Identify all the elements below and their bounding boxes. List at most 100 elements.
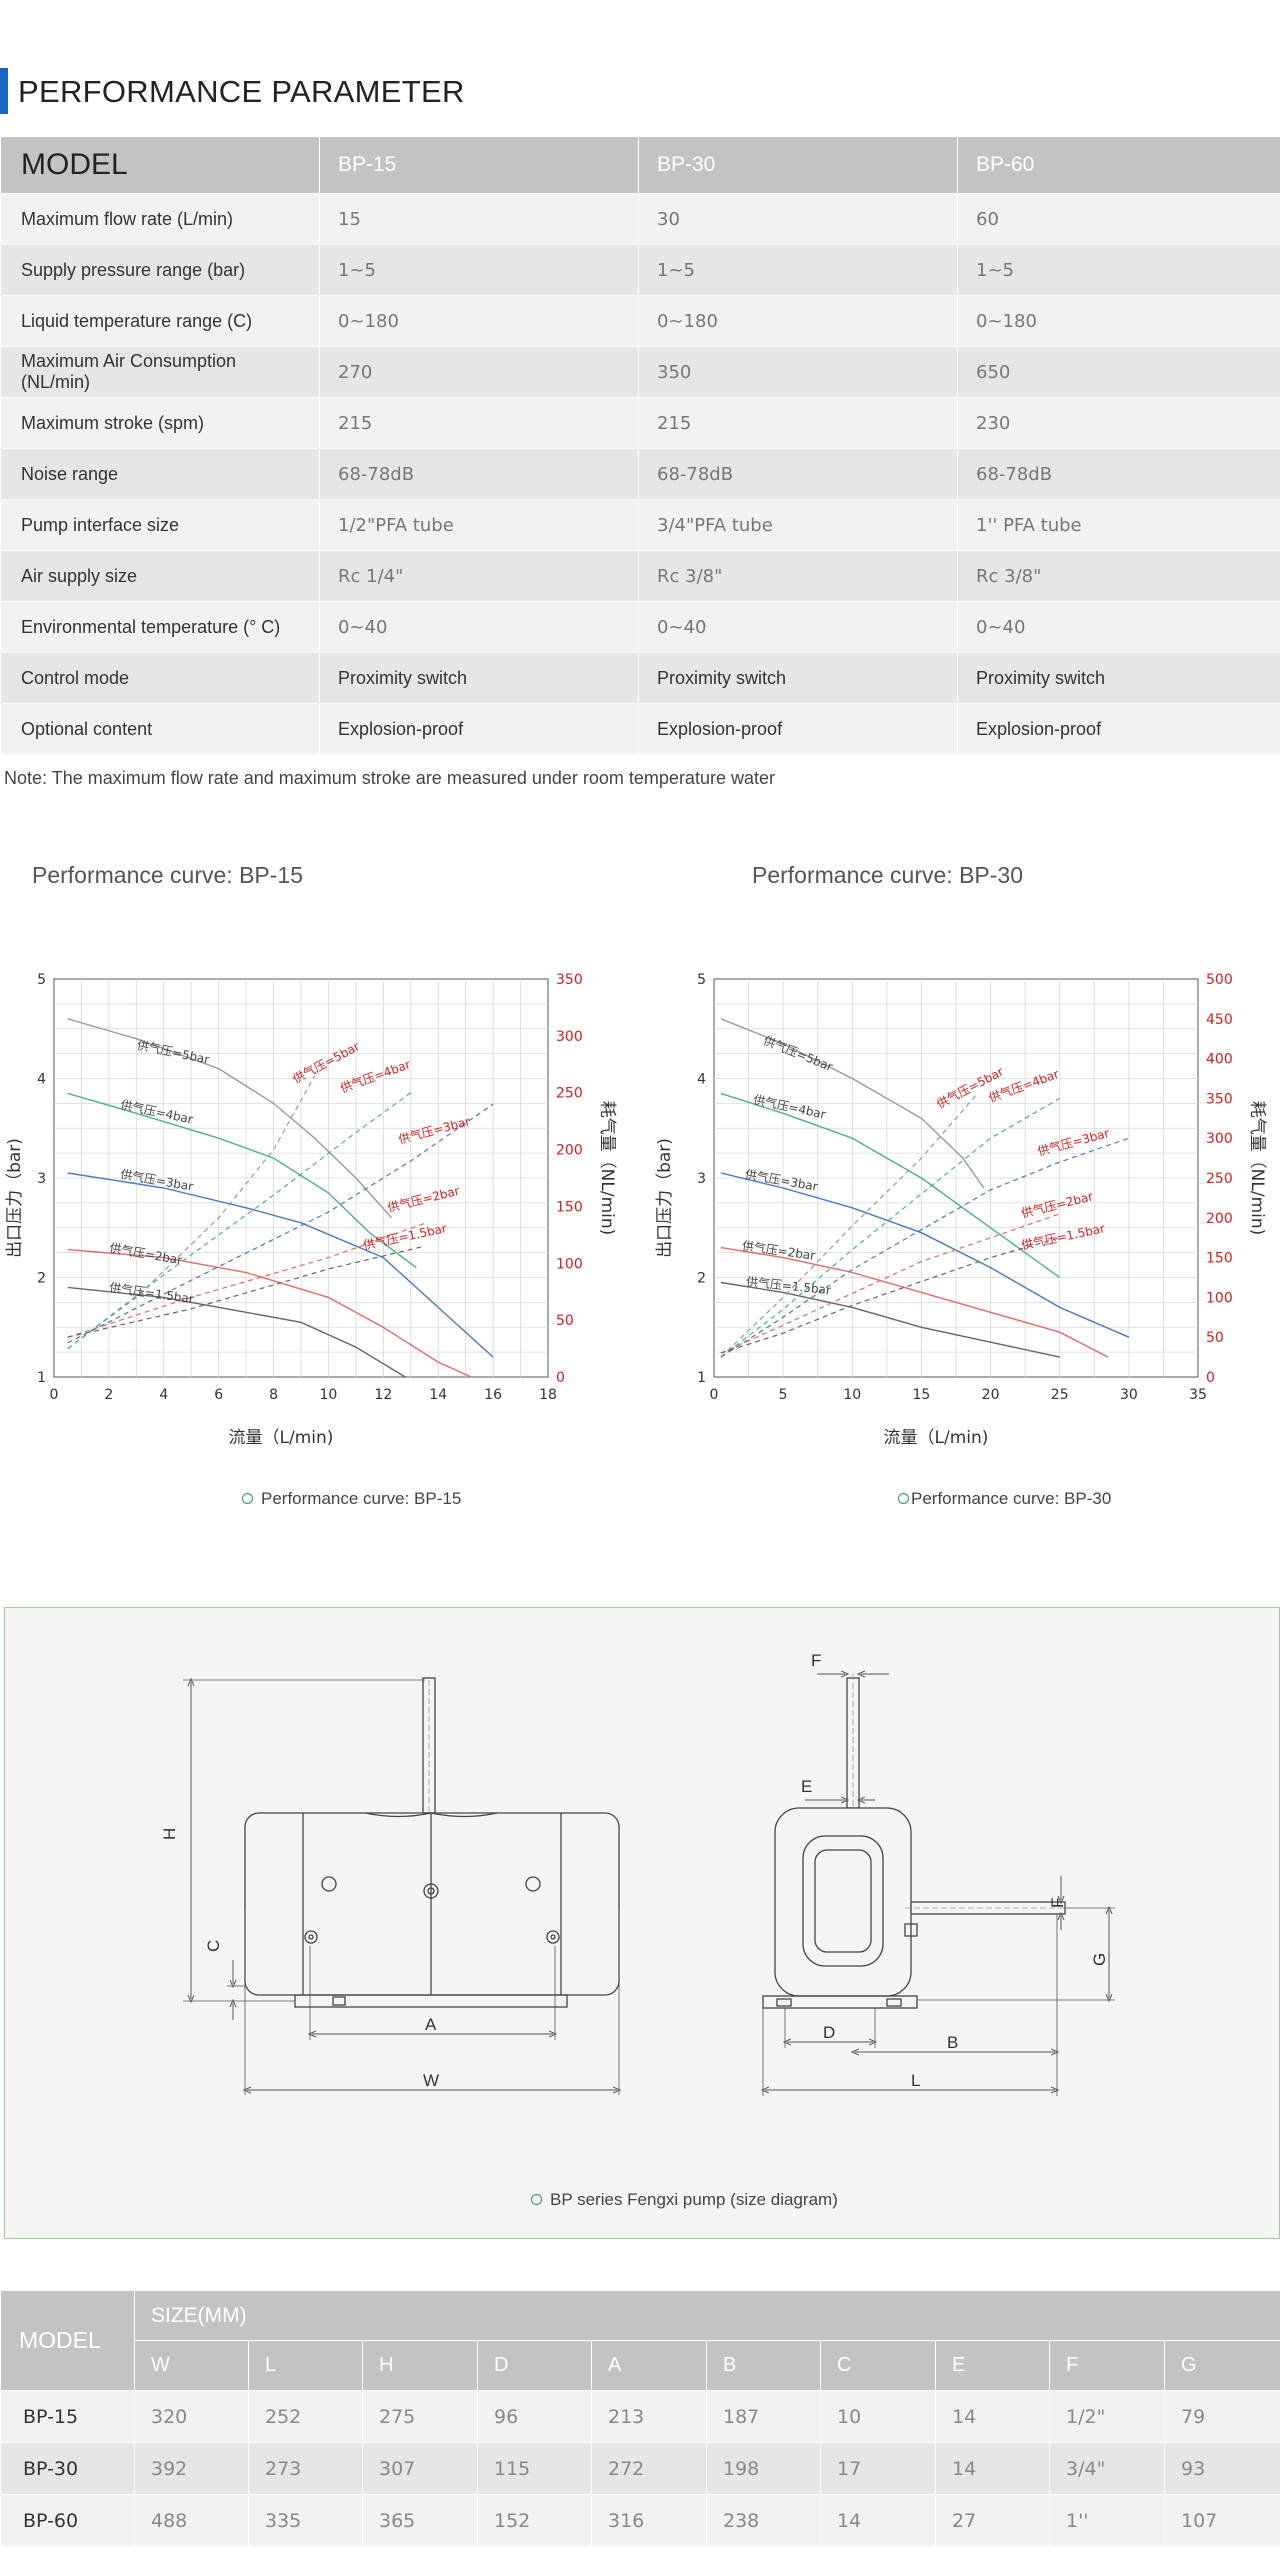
row-label: Liquid temperature range (C)	[0, 295, 320, 347]
y-right-tick-label: 250	[556, 1086, 583, 1102]
row-label: Noise range	[0, 448, 320, 500]
pressure-curve	[67, 1286, 406, 1378]
row-value: 650	[957, 346, 1280, 398]
side-view	[762, 1674, 1069, 2009]
y-right-tick-label: 150	[556, 1199, 583, 1215]
size-row-value: 14	[935, 2442, 1050, 2495]
row-value: 68-78dB	[319, 448, 639, 500]
bullet-circle-icon	[242, 1493, 253, 1504]
size-row-model: BP-30	[0, 2442, 135, 2495]
row-label: Control mode	[0, 652, 320, 704]
pressure-curve	[67, 1018, 393, 1219]
row-value: 0~180	[638, 295, 958, 347]
size-row-value: 27	[935, 2494, 1050, 2547]
dim-label-f-side: F	[1048, 1898, 1067, 1908]
performance-row: Control mode Proximity switch Proximity sw…	[0, 652, 1280, 704]
size-row-value: 198	[706, 2442, 821, 2495]
y-right-tick-label: 300	[1206, 1131, 1233, 1147]
dim-label-f-top: F	[811, 1651, 821, 1670]
row-value: Rc 1/4"	[319, 550, 639, 602]
performance-row: Liquid temperature range (C) 0~180 0~180 0~…	[0, 295, 1280, 347]
consumption-curve	[720, 1213, 1060, 1354]
performance-table-header: MODEL BP-15 BP-30 BP-60	[0, 136, 1280, 194]
y-left-tick-label: 5	[697, 972, 706, 988]
row-value: 60	[957, 193, 1280, 245]
row-label: Maximum Air Consumption (NL/min)	[0, 346, 320, 398]
chart-caption-bp15: Performance curve: BP-15	[242, 1489, 461, 1509]
size-row-value: 107	[1164, 2494, 1280, 2547]
pressure-curve	[67, 1248, 472, 1378]
y-right-tick-label: 0	[1206, 1370, 1215, 1386]
x-tick-label: 0	[50, 1387, 59, 1403]
x-axis-label: 流量（L/min)	[229, 1428, 334, 1448]
size-row-value: 17	[820, 2442, 936, 2495]
y-left-axis-label: 出口压力（bar)	[5, 1138, 25, 1258]
x-tick-label: 30	[1120, 1387, 1138, 1403]
row-value: 1~5	[319, 244, 639, 296]
side-dimensions	[763, 1674, 1115, 2096]
front-view	[244, 1677, 620, 2008]
size-row-value: 152	[477, 2494, 592, 2547]
size-row-value: 392	[134, 2442, 249, 2495]
size-row-value: 14	[935, 2390, 1050, 2443]
chart-bp15: 0 2 4 6 8 10 12 14 16 181234505010015020025030035…	[5, 972, 617, 1448]
row-label: Maximum flow rate (L/min)	[0, 193, 320, 245]
pressure-curve	[720, 1172, 1130, 1338]
x-tick-label: 20	[982, 1387, 1000, 1403]
y-right-tick-label: 500	[1206, 972, 1233, 988]
row-value: Explosion-proof	[638, 703, 958, 755]
header-bp30: BP-30	[638, 136, 958, 194]
x-tick-label: 16	[484, 1387, 502, 1403]
size-column-header: F	[1049, 2340, 1165, 2391]
row-value: 270	[319, 346, 639, 398]
row-value: Rc 3/8"	[638, 550, 958, 602]
chart-caption-bp30: Performance curve: BP-30	[898, 1489, 1111, 1509]
table-note: Note: The maximum flow rate and maximum …	[4, 768, 775, 788]
row-value: 68-78dB	[957, 448, 1280, 500]
size-row-value: 335	[248, 2494, 363, 2547]
y-right-tick-label: 200	[1206, 1211, 1233, 1227]
y-right-axis-label: 耗气量（NL/min)	[597, 1101, 617, 1236]
x-tick-label: 2	[104, 1387, 113, 1403]
row-value: Proximity switch	[319, 652, 639, 704]
bullet-circle-icon	[531, 2194, 542, 2205]
consumption-curve	[67, 1245, 425, 1338]
size-row-value: 252	[248, 2390, 363, 2443]
size-row: BP-30 392 273 307 115 272 198 17 14 3/4" 93	[0, 2442, 1280, 2495]
y-right-tick-label: 250	[1206, 1171, 1233, 1187]
size-column-header: H	[362, 2340, 478, 2391]
pressure-curve	[720, 1018, 985, 1189]
size-row-value: 93	[1164, 2442, 1280, 2495]
size-column-header: E	[935, 2340, 1050, 2391]
size-row-model: BP-15	[0, 2390, 135, 2443]
size-diagram: H C A W	[160, 1651, 1115, 2096]
section-accent-bar	[0, 68, 8, 114]
x-tick-label: 6	[214, 1387, 223, 1403]
x-tick-label: 35	[1189, 1387, 1207, 1403]
x-tick-label: 0	[710, 1387, 719, 1403]
y-left-tick-label: 4	[37, 1072, 46, 1088]
consumption-curve	[67, 1092, 412, 1350]
size-row-value: 3/4"	[1049, 2442, 1165, 2495]
row-value: 230	[957, 397, 1280, 449]
size-row-value: 10	[820, 2390, 936, 2443]
size-row-model: BP-60	[0, 2494, 135, 2547]
dim-label-b: B	[947, 2033, 958, 2052]
row-value: Proximity switch	[957, 652, 1280, 704]
size-column-header: C	[820, 2340, 936, 2391]
size-column-header: G	[1164, 2340, 1280, 2391]
chart-bp30: 0 5 10 15 20 25 30 3512345050100150200250300350…	[655, 972, 1267, 1448]
size-row-value: 320	[134, 2390, 249, 2443]
row-value: 0~40	[638, 601, 958, 653]
size-row-value: 316	[591, 2494, 707, 2547]
y-right-tick-label: 450	[1206, 1012, 1233, 1028]
dim-label-a: A	[425, 2015, 437, 2034]
grid	[54, 979, 548, 1377]
y-left-tick-label: 3	[697, 1171, 706, 1187]
y-right-tick-label: 150	[1206, 1251, 1233, 1267]
size-row-value: 307	[362, 2442, 478, 2495]
size-row-value: 79	[1164, 2390, 1280, 2443]
y-left-tick-label: 1	[697, 1370, 706, 1386]
size-row-value: 1/2"	[1049, 2390, 1165, 2443]
